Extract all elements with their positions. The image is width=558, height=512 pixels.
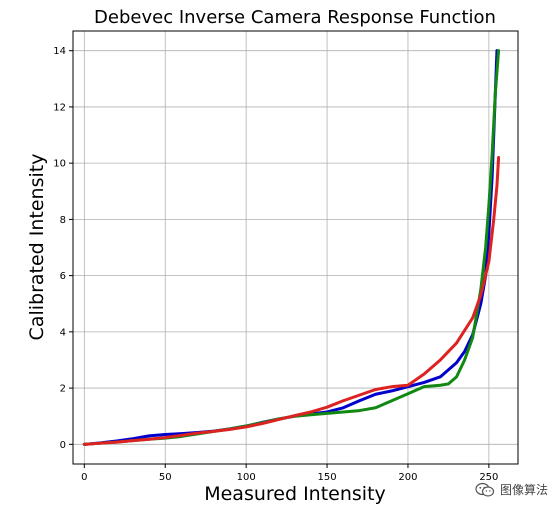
y-tick-label: 14 bbox=[53, 46, 66, 57]
plot-frame bbox=[72, 30, 519, 465]
x-tick-label: 100 bbox=[237, 472, 256, 483]
watermark: 图像算法 bbox=[475, 481, 548, 498]
y-axis-label: Calibrated Intensity bbox=[26, 154, 48, 341]
y-tick-label: 6 bbox=[60, 271, 66, 282]
y-tick-label: 10 bbox=[53, 159, 66, 170]
x-tick-label: 200 bbox=[398, 472, 417, 483]
x-tick-label: 0 bbox=[81, 472, 87, 483]
x-tick-label: 150 bbox=[318, 472, 337, 483]
y-tick-label: 2 bbox=[60, 384, 66, 395]
x-tick-label: 50 bbox=[159, 472, 172, 483]
x-axis-label: Measured Intensity bbox=[204, 483, 386, 505]
series-layer bbox=[82, 49, 501, 446]
series-line-3 bbox=[82, 156, 501, 446]
x-tick-label: 250 bbox=[479, 472, 498, 483]
watermark-text: 图像算法 bbox=[499, 483, 548, 497]
wechat-icon bbox=[475, 482, 495, 497]
series-line-2 bbox=[82, 49, 501, 446]
chart-title: Debevec Inverse Camera Response Function bbox=[94, 7, 496, 28]
series-line-1 bbox=[82, 49, 499, 446]
y-tick-label: 4 bbox=[60, 327, 66, 338]
y-tick-label: 12 bbox=[53, 102, 66, 113]
ticks: 0 50 100 150 200 250 0 2 4 6 8 10 12 14 bbox=[53, 46, 498, 483]
y-tick-label: 8 bbox=[60, 215, 66, 226]
y-tick-label: 0 bbox=[60, 440, 66, 451]
grid bbox=[73, 31, 518, 464]
